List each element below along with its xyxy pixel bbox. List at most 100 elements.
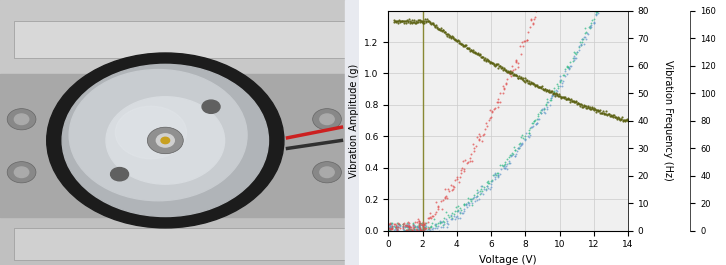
Point bbox=[413, 227, 425, 231]
Point bbox=[488, 173, 499, 177]
Point bbox=[494, 163, 506, 167]
Point bbox=[437, 28, 449, 32]
Point bbox=[595, 111, 607, 115]
Point bbox=[505, 69, 516, 73]
Point bbox=[449, 214, 460, 218]
Point bbox=[402, 224, 414, 228]
Point bbox=[475, 55, 486, 59]
Point bbox=[436, 219, 448, 224]
Point bbox=[510, 59, 522, 63]
Point bbox=[404, 225, 415, 229]
Point bbox=[487, 61, 499, 65]
Point bbox=[581, 105, 592, 110]
Point bbox=[511, 74, 523, 78]
Point bbox=[419, 228, 431, 233]
Point bbox=[529, 118, 540, 123]
Point bbox=[393, 221, 404, 225]
Point bbox=[404, 19, 415, 23]
Point bbox=[505, 153, 516, 157]
Point bbox=[509, 67, 521, 71]
Point bbox=[409, 228, 420, 233]
Circle shape bbox=[156, 134, 174, 147]
Point bbox=[462, 46, 473, 50]
Point bbox=[476, 55, 488, 59]
Point bbox=[580, 29, 592, 34]
Point bbox=[489, 62, 500, 66]
Point bbox=[477, 192, 489, 196]
Point bbox=[505, 71, 516, 76]
Point bbox=[526, 80, 537, 85]
Point bbox=[417, 228, 429, 233]
Point bbox=[428, 21, 439, 25]
Point bbox=[460, 43, 472, 47]
Point bbox=[606, 113, 618, 118]
Point bbox=[513, 142, 525, 146]
Point bbox=[542, 88, 553, 92]
Point bbox=[408, 227, 420, 232]
Point bbox=[500, 68, 512, 72]
Point bbox=[437, 223, 449, 227]
Point bbox=[452, 204, 464, 208]
Point bbox=[407, 227, 418, 232]
Point bbox=[392, 225, 404, 229]
Point bbox=[384, 227, 396, 231]
Point bbox=[452, 177, 463, 182]
Point bbox=[409, 225, 420, 229]
Point bbox=[423, 19, 434, 23]
Point bbox=[459, 43, 470, 47]
Point bbox=[451, 175, 462, 179]
Point bbox=[600, 112, 611, 116]
Point bbox=[484, 61, 496, 65]
Point bbox=[559, 67, 571, 71]
Circle shape bbox=[161, 137, 170, 144]
Point bbox=[531, 121, 542, 125]
Point bbox=[418, 222, 430, 226]
Point bbox=[527, 21, 539, 25]
Bar bbox=[0, 0, 359, 74]
Point bbox=[439, 30, 450, 34]
Point bbox=[554, 77, 566, 82]
Point bbox=[384, 227, 396, 231]
Point bbox=[588, 20, 600, 24]
Point bbox=[605, 114, 616, 118]
Point bbox=[548, 92, 560, 97]
Point bbox=[531, 83, 543, 87]
Point bbox=[506, 151, 518, 155]
Point bbox=[468, 196, 479, 200]
Point bbox=[410, 228, 422, 233]
Point bbox=[517, 44, 529, 48]
Point bbox=[412, 227, 423, 231]
Point bbox=[414, 225, 425, 229]
Point bbox=[608, 114, 620, 119]
Point bbox=[397, 224, 409, 228]
Point bbox=[452, 216, 464, 220]
Point bbox=[401, 20, 412, 25]
Point bbox=[530, 121, 542, 126]
Point bbox=[393, 18, 404, 22]
Point bbox=[401, 225, 413, 229]
Point bbox=[552, 94, 564, 98]
Point bbox=[565, 97, 576, 101]
Point bbox=[440, 32, 452, 36]
Point bbox=[409, 228, 421, 233]
Point bbox=[426, 21, 438, 25]
Point bbox=[397, 225, 409, 229]
Point bbox=[429, 24, 441, 28]
Point bbox=[516, 77, 528, 81]
Point bbox=[530, 122, 542, 126]
Point bbox=[462, 200, 473, 204]
Point bbox=[419, 19, 431, 23]
Point bbox=[402, 228, 414, 233]
Point bbox=[609, 115, 621, 119]
Point bbox=[405, 227, 417, 232]
Point bbox=[393, 19, 405, 23]
Point bbox=[472, 191, 484, 196]
Point bbox=[413, 222, 425, 227]
Bar bbox=[345, 0, 359, 265]
Point bbox=[420, 227, 431, 231]
Point bbox=[603, 112, 614, 116]
Point bbox=[570, 56, 582, 60]
Point bbox=[492, 96, 504, 101]
Point bbox=[521, 38, 532, 42]
Circle shape bbox=[202, 100, 220, 113]
